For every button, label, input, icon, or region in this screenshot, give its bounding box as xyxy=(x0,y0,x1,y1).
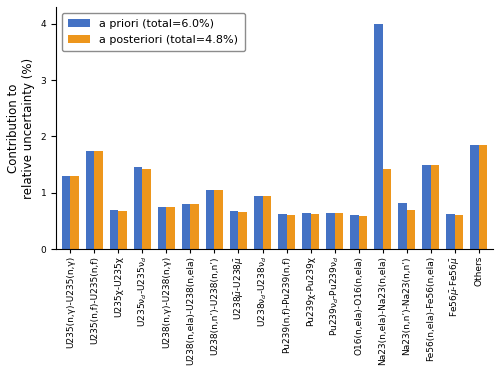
Bar xyxy=(382,169,391,249)
Bar xyxy=(262,196,271,249)
Bar xyxy=(230,211,238,249)
Bar xyxy=(62,176,70,249)
Bar xyxy=(158,207,166,249)
Bar xyxy=(430,165,439,249)
Bar xyxy=(454,215,463,249)
Bar xyxy=(334,212,343,249)
Bar xyxy=(470,145,478,249)
Bar xyxy=(190,204,199,249)
Bar xyxy=(478,145,487,249)
Bar xyxy=(358,217,367,249)
Bar xyxy=(254,196,262,249)
Bar xyxy=(286,215,295,249)
Bar xyxy=(166,207,175,249)
Bar xyxy=(446,214,454,249)
Legend: a priori (total=6.0%), a posteriori (total=4.8%): a priori (total=6.0%), a posteriori (tot… xyxy=(62,13,245,51)
Bar xyxy=(326,212,334,249)
Bar xyxy=(302,212,310,249)
Bar xyxy=(310,214,319,249)
Bar xyxy=(350,215,358,249)
Bar xyxy=(238,212,247,249)
Bar xyxy=(374,24,382,249)
Bar xyxy=(118,211,127,249)
Bar xyxy=(214,190,223,249)
Bar xyxy=(406,210,415,249)
Bar xyxy=(110,210,118,249)
Bar xyxy=(70,176,79,249)
Bar xyxy=(182,204,190,249)
Bar xyxy=(86,151,94,249)
Bar xyxy=(398,203,406,249)
Bar xyxy=(142,169,151,249)
Bar xyxy=(422,165,430,249)
Bar xyxy=(94,151,103,249)
Bar xyxy=(278,214,286,249)
Bar xyxy=(206,190,214,249)
Y-axis label: Contribution to
relative uncertainty (%): Contribution to relative uncertainty (%) xyxy=(7,57,35,199)
Bar xyxy=(134,167,142,249)
